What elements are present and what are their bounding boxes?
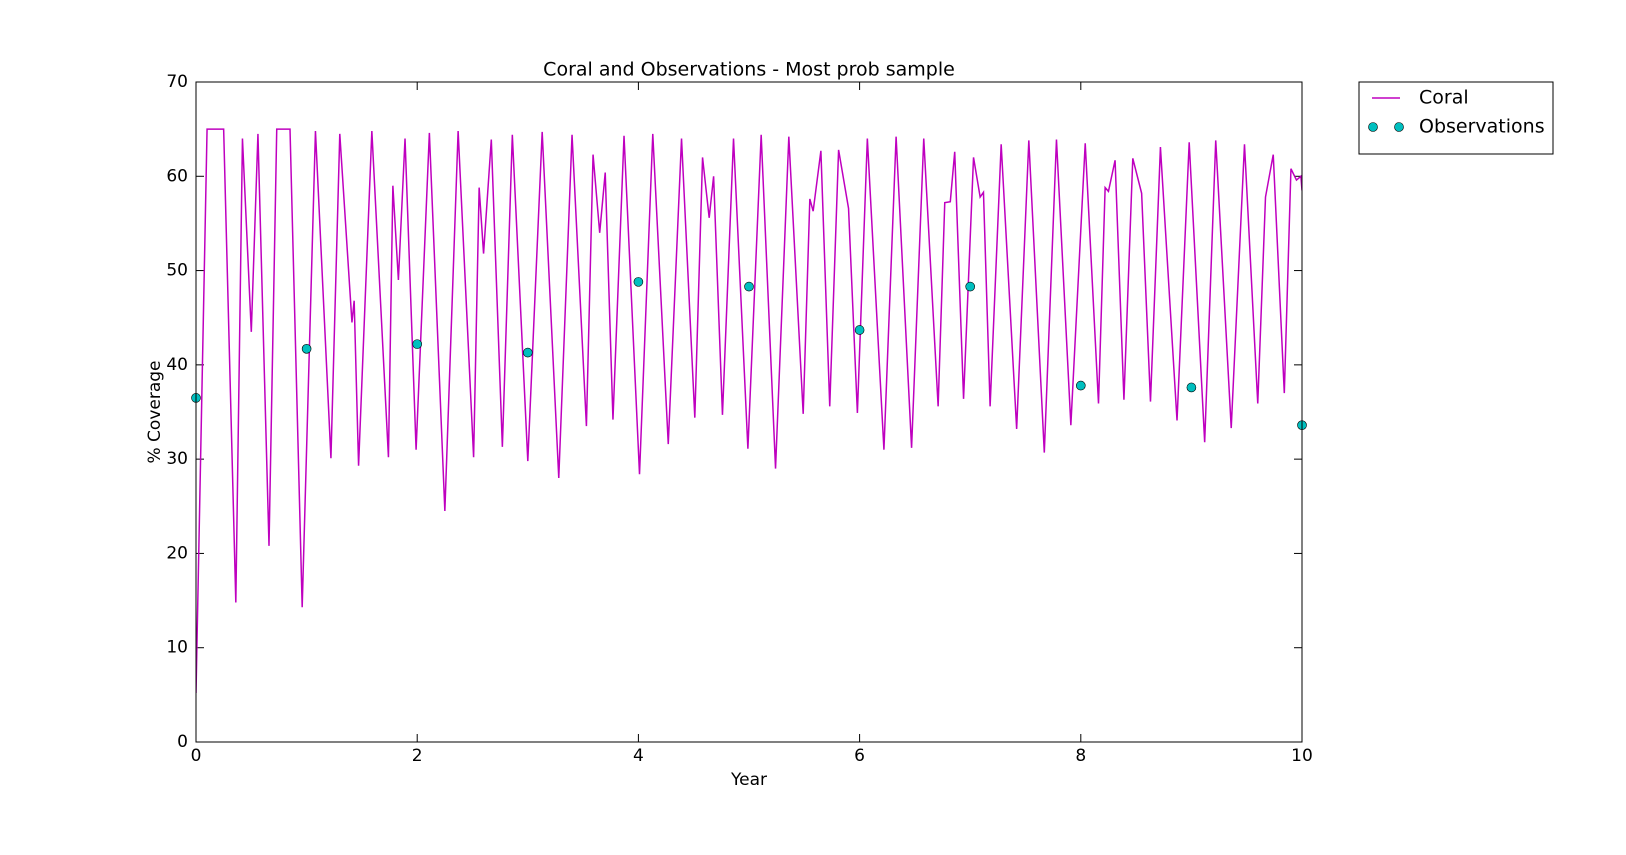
- x-tick-label: 10: [1291, 746, 1313, 766]
- y-tick-label: 20: [166, 543, 188, 563]
- observation-point: [854, 325, 865, 335]
- observation-point: [301, 344, 312, 354]
- y-tick-label: 70: [166, 72, 188, 92]
- legend-box: [1358, 81, 1554, 155]
- x-tick-label: 6: [854, 746, 865, 766]
- y-tick-label: 0: [177, 732, 188, 752]
- plot-frame: [195, 81, 1303, 743]
- legend-label: Coral: [1419, 87, 1469, 109]
- observation-point: [633, 277, 644, 287]
- y-tick-label: 60: [166, 166, 188, 186]
- y-tick-label: 40: [166, 355, 188, 375]
- y-tick-label: 30: [166, 449, 188, 469]
- chart-title: Coral and Observations - Most prob sampl…: [543, 59, 955, 81]
- legend-marker: [1394, 122, 1404, 132]
- y-tick-label: 50: [166, 261, 188, 281]
- y-axis-label: % Coverage: [145, 360, 165, 463]
- y-tick-label: 10: [166, 638, 188, 658]
- observation-point: [1076, 380, 1086, 391]
- x-axis-label: Year: [730, 770, 767, 790]
- observation-point: [522, 347, 533, 358]
- x-tick-label: 2: [412, 746, 423, 766]
- x-tick-label: 4: [633, 746, 644, 766]
- observation-point: [744, 281, 754, 292]
- observation-point: [412, 339, 423, 349]
- x-tick-label: 0: [191, 746, 202, 766]
- observation-point: [965, 281, 976, 292]
- x-tick-label: 8: [1075, 746, 1086, 766]
- legend-marker: [1368, 122, 1378, 132]
- observation-point: [1186, 382, 1197, 393]
- coral-line: [196, 128, 1302, 693]
- legend-label: Observations: [1419, 116, 1545, 138]
